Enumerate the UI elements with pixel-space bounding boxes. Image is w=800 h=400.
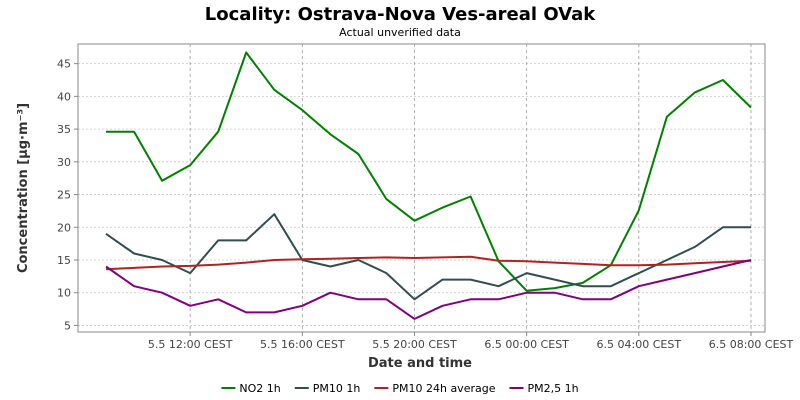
grid-lines	[78, 44, 765, 332]
y-axis: 5 10 15 20 25 30 35 40 45	[57, 58, 78, 332]
series-line-2	[105, 213, 751, 301]
series-layer	[105, 51, 752, 320]
y-tick-label: 40	[57, 90, 71, 103]
y-tick-label: 15	[57, 254, 71, 267]
series-line-3	[105, 255, 752, 271]
plot-border	[77, 43, 766, 333]
x-tick-label: 6.5 04:00 CEST	[597, 338, 682, 351]
y-tick-label: 25	[57, 189, 71, 202]
x-tick-label: 5.5 12:00 CEST	[148, 338, 233, 351]
legend-label: PM2,5 1h	[527, 382, 578, 395]
y-tick-label: 35	[57, 123, 71, 136]
plot-background	[78, 44, 765, 332]
y-tick-label: 5	[64, 319, 71, 332]
series-line-1	[106, 51, 752, 292]
y-tick-label: 10	[57, 287, 71, 300]
x-axis-label: Date and time	[368, 356, 472, 371]
legend-label: PM10 1h	[313, 382, 361, 395]
x-axis: 5.5 12:00 CEST 5.5 16:00 CEST 5.5 20:00 CE…	[148, 332, 794, 351]
y-axis-label: Concentration [µg·m⁻³]	[16, 103, 31, 273]
legend-label: NO2 1h	[239, 382, 280, 395]
x-tick-label: 5.5 16:00 CEST	[260, 338, 345, 351]
chart-subtitle: Actual unverified data	[339, 26, 461, 39]
chart-title: Locality: Ostrava-Nova Ves-areal OVak	[205, 4, 596, 25]
y-tick-label: 20	[57, 221, 71, 234]
x-tick-label: 6.5 00:00 CEST	[484, 338, 569, 351]
series-line-4	[105, 259, 752, 320]
legend-label: PM10 24h average	[392, 382, 495, 395]
x-tick-label: 5.5 20:00 CEST	[372, 338, 457, 351]
y-tick-label: 30	[57, 156, 71, 169]
legend: NO2 1h PM10 1h PM10 24h average PM2,5 1h	[221, 382, 579, 395]
y-tick-label: 45	[57, 58, 71, 71]
x-tick-label: 6.5 08:00 CEST	[709, 338, 794, 351]
plot-area	[77, 43, 766, 333]
